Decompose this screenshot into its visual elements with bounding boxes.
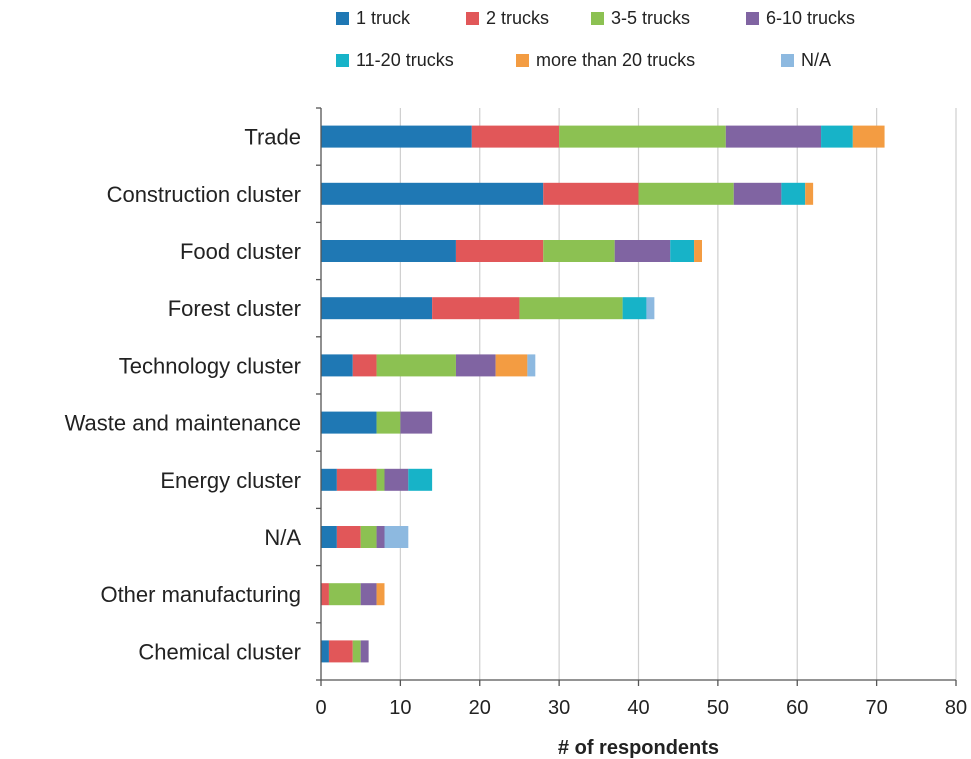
category-label: Technology cluster <box>119 353 301 378</box>
legend-item: more than 20 trucks <box>516 50 695 71</box>
bar-segment <box>384 468 409 491</box>
category-label: Construction cluster <box>107 182 301 207</box>
bar-segment <box>455 240 544 262</box>
legend-item: 6-10 trucks <box>746 8 855 29</box>
bar-segment <box>376 468 385 491</box>
bar-segment <box>495 354 528 377</box>
bar-segment <box>376 411 401 434</box>
bar-segment <box>328 640 353 663</box>
bar-segment <box>725 125 822 148</box>
legend-swatch <box>466 12 479 25</box>
bar-segment <box>321 411 377 434</box>
bar-segment <box>336 526 361 548</box>
bars <box>321 125 885 663</box>
bar-segment <box>360 583 377 606</box>
bar-segment <box>360 640 369 663</box>
legend-swatch <box>336 12 349 25</box>
category-label: Forest cluster <box>168 296 301 321</box>
x-tick-label: 50 <box>707 697 729 719</box>
bar-segment <box>321 468 337 491</box>
bar-segment <box>336 468 377 491</box>
bar-segment <box>519 297 623 320</box>
bar-segment <box>400 411 433 434</box>
bar-segment <box>384 526 409 548</box>
x-tick-label: 80 <box>945 697 967 719</box>
legend-label: N/A <box>801 50 832 70</box>
bar-segment <box>614 240 671 262</box>
bar-segment <box>852 125 885 148</box>
category-label: Trade <box>244 125 301 150</box>
legend-label: 3-5 trucks <box>611 8 691 28</box>
axes <box>316 107 957 686</box>
legend-item: N/A <box>781 50 831 71</box>
legend-label: 11-20 trucks <box>356 50 454 70</box>
bar-segment <box>622 297 647 320</box>
legend-label: 6-10 trucks <box>766 8 856 28</box>
bar-segment <box>432 297 520 320</box>
bar-segment <box>543 240 615 262</box>
x-tick-label: 0 <box>315 697 326 719</box>
legend-label: 1 truck <box>356 8 411 28</box>
legend-item: 2 trucks <box>466 8 549 29</box>
bar-segment <box>559 125 726 148</box>
bar-segment <box>733 182 782 205</box>
x-tick-label: 10 <box>389 697 411 719</box>
bar-segment <box>646 297 655 320</box>
bar-segment <box>376 583 385 606</box>
bar-segment <box>328 583 361 606</box>
x-tick-label: 70 <box>866 697 888 719</box>
bar-segment <box>321 526 337 548</box>
bar-segment <box>321 583 329 606</box>
bar-segment <box>408 468 433 491</box>
x-tick-labels: 0 10 20 30 40 50 60 70 80 <box>315 697 967 719</box>
bar-segment <box>321 297 433 320</box>
bar-segment <box>360 526 377 548</box>
legend-item: 3-5 trucks <box>591 8 690 29</box>
category-label: N/A <box>264 525 301 550</box>
bar-segment <box>670 240 695 262</box>
bar-segment <box>321 640 329 663</box>
bar-segment <box>352 354 377 377</box>
category-label: Waste and maintenance <box>65 411 301 436</box>
category-label: Chemical cluster <box>138 639 301 664</box>
bar-segment <box>638 182 734 205</box>
legend-label: more than 20 trucks <box>536 50 696 70</box>
bar-segment <box>455 354 496 377</box>
bar-segment <box>321 182 544 205</box>
legend-swatch <box>336 54 349 67</box>
x-tick-label: 60 <box>786 697 808 719</box>
bar-segment <box>543 182 639 205</box>
x-tick-label: 30 <box>548 697 570 719</box>
x-tick-label: 20 <box>469 697 491 719</box>
x-axis-title: # of respondents <box>558 737 719 759</box>
bar-segment <box>321 354 353 377</box>
legend-swatch <box>781 54 794 67</box>
category-labels: Trade Construction cluster Food cluster For… <box>65 125 302 665</box>
legend-item: 1 truck <box>336 8 410 29</box>
bar-segment <box>781 182 806 205</box>
legend-swatch <box>746 12 759 25</box>
bar-segment <box>694 240 702 262</box>
legend-item: 11-20 trucks <box>336 50 454 71</box>
bar-segment <box>376 354 456 377</box>
x-tick-label: 40 <box>627 697 649 719</box>
chart-legend: 1 truck 2 trucks 3-5 trucks 6-10 trucks 11-2… <box>336 8 936 78</box>
bar-segment <box>471 125 560 148</box>
bar-segment <box>321 240 456 262</box>
legend-swatch <box>516 54 529 67</box>
bar-segment <box>321 125 472 148</box>
bar-segment <box>821 125 853 148</box>
legend-swatch <box>591 12 604 25</box>
bar-segment <box>805 182 814 205</box>
category-label: Food cluster <box>180 239 301 264</box>
category-label: Other manufacturing <box>100 582 301 607</box>
legend-label: 2 trucks <box>486 8 550 28</box>
bar-segment <box>352 640 361 663</box>
bar-segment <box>376 526 385 548</box>
category-label: Energy cluster <box>160 468 301 493</box>
bar-segment <box>527 354 536 377</box>
